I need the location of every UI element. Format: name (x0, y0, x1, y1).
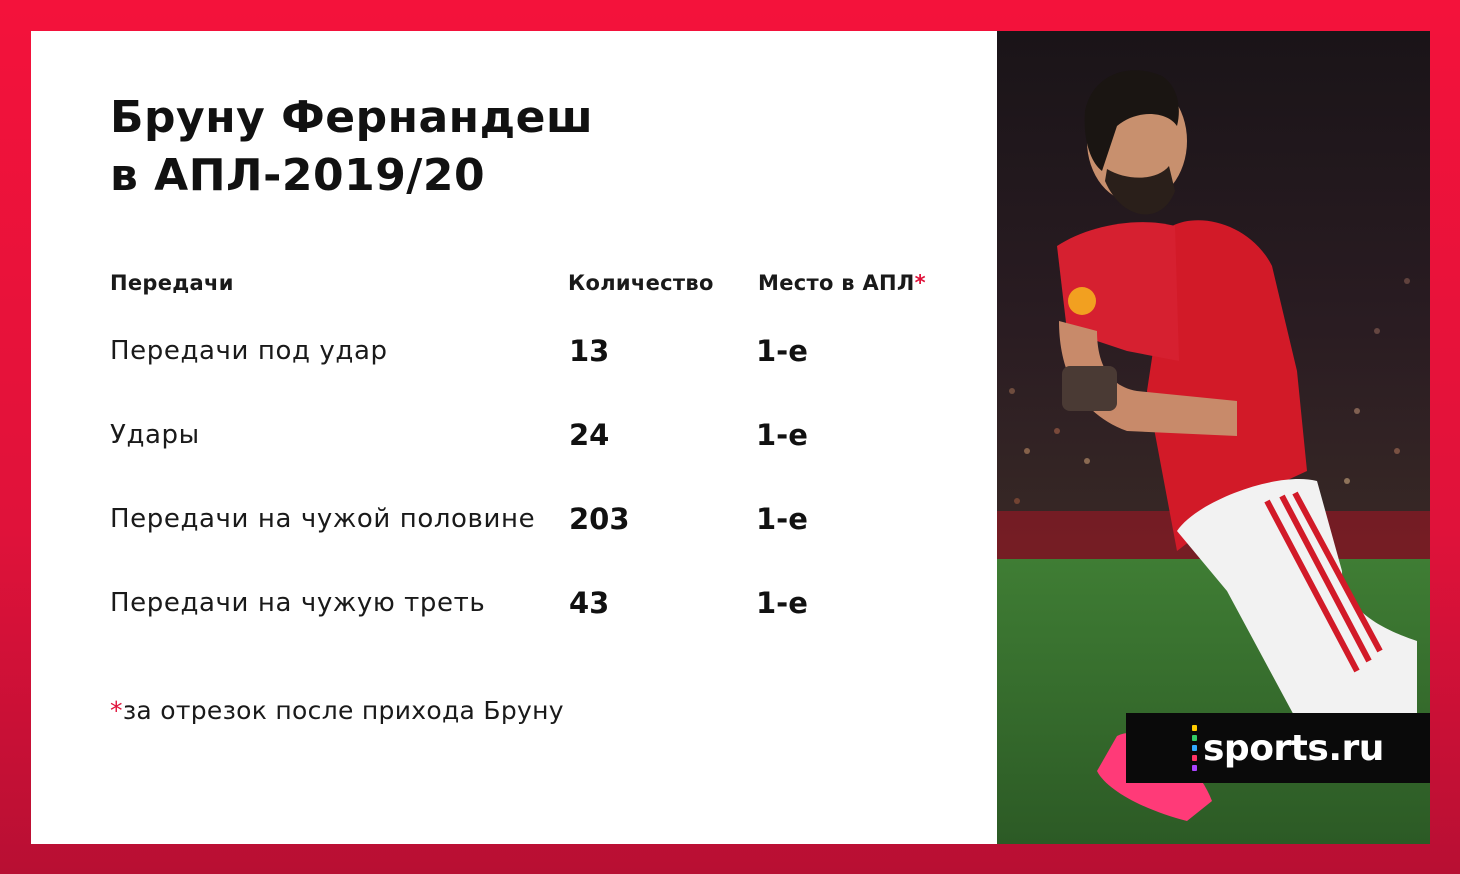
row-value: 24 (569, 418, 610, 452)
column-header-category: Передачи (110, 271, 234, 295)
page-title: Бруну Фернандеш в АПЛ-2019/20 (110, 89, 593, 205)
title-line-2: в АПЛ-2019/20 (110, 150, 486, 201)
logo-text: sports.ru (1203, 727, 1384, 769)
footnote-text: за отрезок после прихода Бруну (122, 696, 564, 725)
row-value: 13 (569, 334, 610, 368)
asterisk-mark: * (914, 271, 926, 295)
row-label: Передачи под удар (110, 336, 388, 366)
row-place: 1-е (756, 586, 808, 620)
sports-ru-logo: sports.ru (1126, 713, 1430, 783)
column-header-count: Количество (568, 271, 714, 295)
logo-dot (1192, 745, 1197, 751)
row-label: Удары (110, 420, 200, 450)
title-line-1: Бруну Фернандеш (110, 92, 594, 143)
row-label: Передачи на чужую треть (110, 588, 486, 618)
logo-dots-icon (1192, 725, 1198, 771)
row-place: 1-е (756, 334, 808, 368)
logo-dot (1192, 725, 1197, 731)
row-place: 1-е (756, 502, 808, 536)
column-header-place: Место в АПЛ* (758, 271, 926, 295)
row-value: 43 (569, 586, 610, 620)
column-header-place-label: Место в АПЛ (758, 271, 915, 295)
stats-card: Бруну Фернандеш в АПЛ-2019/20 Передачи К… (31, 31, 997, 844)
logo-dot (1192, 755, 1197, 761)
asterisk-mark: * (110, 696, 123, 725)
row-value: 203 (569, 502, 630, 536)
row-label: Передачи на чужой половине (110, 504, 536, 534)
logo-dot (1192, 765, 1197, 771)
logo-dot (1192, 735, 1197, 741)
row-place: 1-е (756, 418, 808, 452)
footnote: *за отрезок после прихода Бруну (110, 696, 564, 725)
